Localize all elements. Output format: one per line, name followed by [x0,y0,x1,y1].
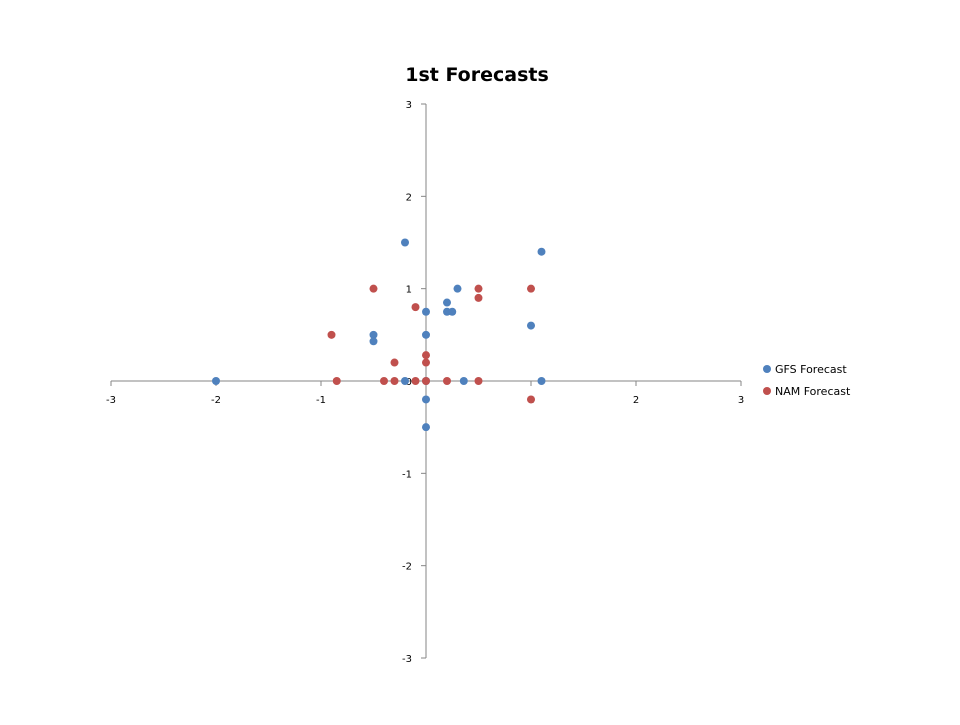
legend-marker-nam-forecast [763,387,771,395]
nam-forecast-point [527,395,535,404]
nam-forecast-point [411,377,420,385]
y-tick-label: 3 [406,100,412,111]
y-tick-label: 0 [406,377,412,388]
nam-forecast-point [327,330,336,339]
gfs-forecast-point [537,377,546,385]
gfs-forecast-point [212,377,220,385]
gfs-forecast-point [443,298,451,307]
gfs-forecast-point [527,321,535,330]
legend-marker-gfs-forecast [763,365,771,373]
nam-forecast-point [474,377,483,385]
y-tick-label: -3 [402,654,412,665]
gfs-forecast-point [422,330,430,339]
nam-forecast-point [390,358,399,367]
nam-forecast-point [527,284,535,293]
x-tick-label: 2 [633,395,639,406]
gfs-forecast-point [369,337,378,346]
nam-forecast-point [380,377,388,385]
gfs-forecast-point [401,238,409,247]
legend-label-nam-forecast: NAM Forecast [775,385,851,398]
x-tick-label: -2 [211,395,221,406]
gfs-forecast-point [422,395,430,404]
gfs-forecast-point [537,247,546,256]
nam-forecast-point [411,303,420,312]
gfs-forecast-point [448,307,457,316]
x-tick-label: -1 [316,395,326,406]
nam-forecast-point [422,377,430,385]
y-tick-label: -2 [402,562,412,573]
nam-forecast-point [422,351,430,360]
nam-forecast-point [474,284,483,293]
nam-forecast-point [369,284,378,293]
nam-forecast-point [422,358,430,367]
data-points [212,238,546,432]
gfs-forecast-point [453,284,462,293]
gfs-forecast-point [459,377,468,385]
x-tick-label: 3 [738,395,744,406]
legend: GFS Forecast NAM Forecast [763,363,851,398]
nam-forecast-point [443,377,451,385]
gfs-forecast-point [422,307,430,316]
y-tick-label: 2 [406,192,412,203]
y-tick-label: 1 [406,285,412,296]
gfs-forecast-point [369,330,378,339]
legend-label-gfs-forecast: GFS Forecast [775,363,847,376]
x-tick-label: -3 [106,395,116,406]
nam-forecast-point [390,377,399,385]
gfs-forecast-point [422,423,430,432]
nam-forecast-point [332,377,341,385]
gfs-forecast-point [401,377,409,385]
chart-title: 1st Forecasts [405,64,549,86]
y-tick-label: -1 [402,469,412,480]
nam-forecast-point [474,293,483,302]
